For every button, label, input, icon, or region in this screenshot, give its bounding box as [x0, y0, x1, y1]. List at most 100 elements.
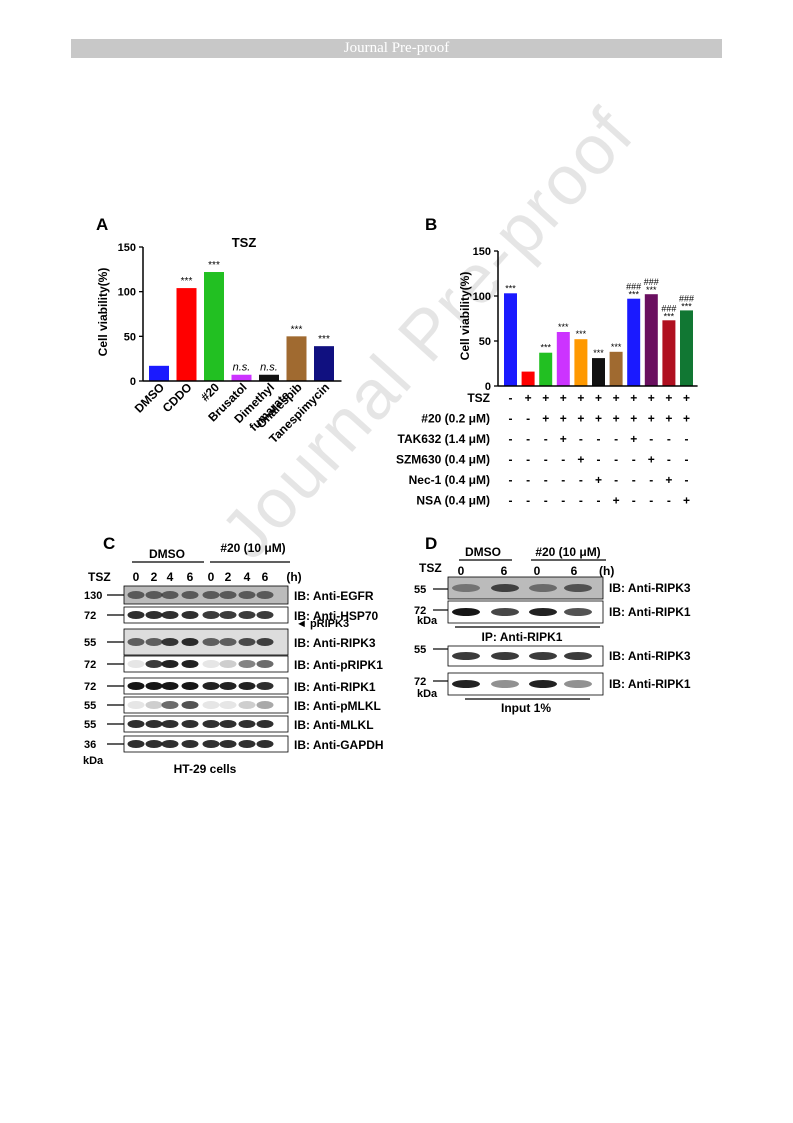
panel-c-unit: (h): [286, 570, 301, 584]
panel-d-blot-label-1: IB: Anti-RIPK1: [609, 605, 691, 619]
panel-b-ytick-1: 50: [479, 336, 491, 348]
panel-b-bar-1: [521, 371, 535, 386]
panel-d-time-3: 6: [571, 564, 578, 578]
panel-c-marker-7: 36: [84, 739, 96, 751]
panel-b-annotation-2: ***: [540, 343, 551, 353]
panel-d-blot-label-2: IB: Anti-RIPK3: [609, 649, 691, 663]
panel-b-sign-1-6: +: [613, 412, 620, 426]
panel-a-bar-0: [149, 365, 169, 381]
journal-preproof-banner: Journal Pre-proof: [71, 39, 722, 58]
panel-a-ytick-1: 50: [124, 331, 136, 343]
panel-c-group-20: #20 (10 μM): [220, 541, 285, 555]
panel-c-time-1: 2: [151, 570, 158, 584]
panel-a-bar-5: [286, 336, 307, 381]
panel-c-marker-2: 55: [84, 637, 96, 649]
panel-b-letter: B: [425, 215, 437, 234]
panel-c-blot-7: 36 IB: Anti-GAPDH: [84, 735, 384, 753]
panel-b-sign-2-10: -: [685, 432, 689, 446]
panel-b-annotation-hash-7: ###: [626, 282, 641, 292]
panel-b-bar-4: [574, 339, 588, 386]
panel-b-sign-1-10: +: [683, 412, 690, 426]
panel-b-sign-0-4: +: [577, 391, 584, 405]
panel-c-blot-4: 72 IB: Anti-RIPK1: [84, 677, 376, 695]
panel-d-kda-1: kDa: [417, 615, 438, 627]
panel-c-marker-1: 72: [84, 610, 96, 622]
panel-b-bar-2: [539, 352, 553, 386]
panel-b-sign-2-0: -: [509, 432, 513, 446]
panel-b-sign-5-1: -: [526, 494, 530, 508]
panel-a-ytick-3: 150: [118, 242, 136, 254]
panel-a-bar-2: [204, 272, 224, 381]
panel-b-sign-0-5: +: [595, 391, 602, 405]
panel-a-xlabel-1: CDDO: [160, 380, 195, 415]
panel-b-sign-4-6: -: [614, 473, 618, 487]
panel-b-annotation-star-10: ***: [681, 301, 692, 311]
panel-b-sign-0-1: +: [525, 391, 532, 405]
panel-a-annotation-2: ***: [208, 260, 220, 271]
panel-c-letter: C: [103, 534, 115, 553]
panel-d-marker-0: 55: [414, 584, 426, 596]
panel-b-sign-4-4: -: [579, 473, 583, 487]
panel-b-annotation-hash-9: ###: [661, 303, 676, 313]
panel-b-sign-2-2: -: [544, 432, 548, 446]
panel-b-ytick-2: 100: [473, 291, 491, 303]
panel-b-sign-4-1: -: [526, 473, 530, 487]
panel-c-caption: HT-29 cells: [174, 762, 237, 776]
panel-a-letter: A: [96, 215, 108, 234]
panel-d-input-label: Input 1%: [501, 701, 551, 715]
panel-b-sign-5-2: -: [544, 494, 548, 508]
panel-b-sign-5-4: -: [579, 494, 583, 508]
panel-c-time-3: 6: [187, 570, 194, 584]
panel-a-bar-1: [176, 288, 197, 381]
panel-b-y-axis: 0 50 100 150: [473, 246, 499, 393]
panel-b-sign-1-0: -: [509, 412, 513, 426]
panel-b-sign-5-5: -: [597, 494, 601, 508]
panel-b-sign-5-9: -: [667, 494, 671, 508]
panel-b-annotation-0: ***: [505, 283, 516, 293]
panel-c-marker-0: 130: [84, 590, 102, 602]
panel-b-sign-2-3: +: [560, 432, 567, 446]
panel-d-group-dmso: DMSO: [465, 545, 501, 559]
panel-b-bar-5: [592, 358, 605, 386]
panel-b-sign-0-6: +: [613, 391, 620, 405]
panel-b-sign-2-6: -: [614, 432, 618, 446]
panel-c-time-7: 6: [262, 570, 269, 584]
panel-c-blot-1: 72 IB: Anti-HSP70: [84, 606, 379, 624]
panel-b-condition-label-5: NSA (0.4 μM): [416, 494, 490, 508]
panel-b-sign-3-2: -: [544, 453, 548, 467]
panel-b-sign-3-1: -: [526, 453, 530, 467]
panel-a-annotation-3: n.s.: [233, 362, 251, 374]
panel-a-annotation-5: ***: [291, 324, 303, 335]
panel-a-ytick-2: 100: [118, 287, 136, 299]
panel-a-ylabel: Cell viability(%): [96, 268, 110, 357]
panel-a-bar-6: [314, 346, 334, 381]
panel-b-sign-3-6: -: [614, 453, 618, 467]
panel-b-sign-1-2: +: [542, 412, 549, 426]
panel-b-sign-2-9: -: [667, 432, 671, 446]
panel-b-bar-8: [644, 294, 658, 386]
panel-c-kda: kDa: [83, 755, 104, 767]
panel-d-kda-2: kDa: [417, 688, 438, 700]
panel-a-annotation-1: ***: [181, 276, 193, 287]
panel-b-sign-2-7: +: [630, 432, 637, 446]
panel-b-condition-label-3: SZM630 (0.4 μM): [396, 453, 490, 467]
panel-d-time-1: 6: [501, 564, 508, 578]
panel-c-time-6: 4: [244, 570, 251, 584]
panel-c-marker-3: 72: [84, 659, 96, 671]
panel-a-annotations: *** *** n.s. n.s. *** ***: [181, 260, 330, 374]
panel-c-blot-label-3: IB: Anti-pRIPK1: [294, 658, 383, 672]
panel-c-blot-5: 55 IB: Anti-pMLKL: [84, 696, 381, 714]
panel-b-sign-4-9: +: [665, 473, 672, 487]
panel-a-annotation-6: ***: [318, 334, 330, 345]
panel-b-sign-5-0: -: [509, 494, 513, 508]
panel-b-sign-3-5: -: [597, 453, 601, 467]
panel-b-sign-4-0: -: [509, 473, 513, 487]
panel-d-timepoints: 0 6 0 6: [458, 564, 578, 578]
panel-b-annotation-5: ***: [593, 348, 604, 358]
panel-b-sign-5-3: -: [561, 494, 565, 508]
panel-a-y-axis: 0 50 100 150: [118, 242, 144, 388]
panel-d-blot-label-3: IB: Anti-RIPK1: [609, 677, 691, 691]
panel-b-condition-label-0: TSZ: [467, 391, 490, 405]
panel-d-marker-2: 55: [414, 644, 426, 656]
panel-b-annotation-hash-10: ###: [679, 293, 694, 303]
